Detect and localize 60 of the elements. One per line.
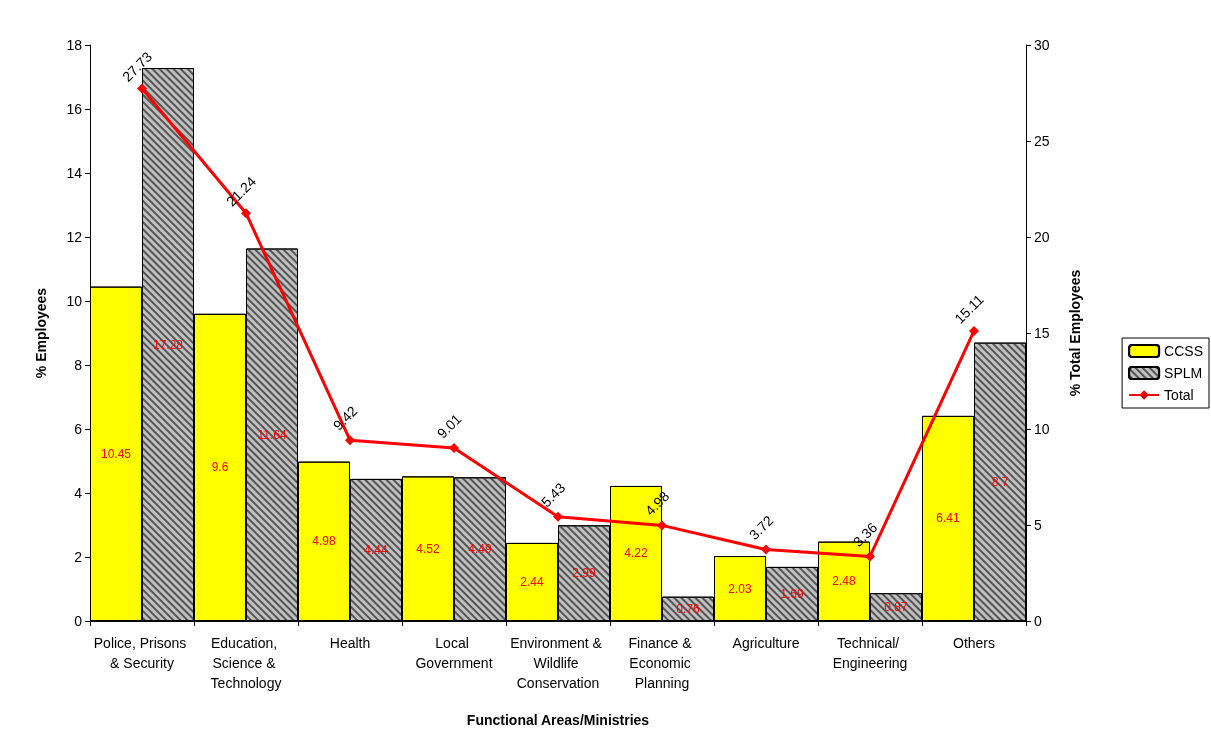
- point: [865, 551, 875, 562]
- legend-label: CCSS: [1164, 343, 1204, 359]
- x-tick-label: Others: [952, 635, 996, 651]
- y-tick-label: 10: [66, 293, 83, 309]
- data-label: 2.03: [728, 581, 752, 596]
- data-label: 1.69: [780, 586, 804, 601]
- x-tick-label: Education, Science & Technology: [210, 635, 282, 691]
- data-label: 9.01: [433, 410, 465, 442]
- point: [553, 511, 563, 522]
- x-tick-label: Environment & Wildlife Conservation: [510, 635, 606, 691]
- x-tick-label: Police, Prisons & Security: [93, 635, 191, 671]
- y-tick-label: 16: [66, 101, 83, 117]
- point: [657, 520, 667, 531]
- x-tick-label: Health: [329, 635, 371, 651]
- data-label: 17.28: [152, 337, 184, 352]
- x-tick-label: Finance & Economic Planning: [628, 635, 696, 691]
- y2-tick-label: 10: [1034, 421, 1050, 437]
- y-axis-title: % Employees: [33, 287, 49, 379]
- data-label: 11.64: [257, 427, 287, 442]
- y-tick-label: 2: [74, 549, 83, 565]
- x-tick-label: Local Government: [415, 635, 493, 671]
- data-label: 10.45: [100, 446, 132, 461]
- point: [241, 208, 251, 219]
- data-label: 2.99: [572, 566, 596, 581]
- x-tick-label: Agriculture: [732, 635, 800, 651]
- y-tick-label: 8: [74, 357, 83, 373]
- legend-label: SPLM: [1164, 365, 1203, 381]
- y2-tick-label: 5: [1034, 517, 1042, 533]
- data-label: 4.22: [624, 546, 648, 561]
- y2-tick-label: 30: [1034, 37, 1050, 53]
- data-label: 6.41: [936, 511, 960, 526]
- data-label: 4.44: [364, 542, 388, 557]
- point: [137, 83, 147, 94]
- data-label: 9.6: [211, 460, 229, 475]
- y-tick-label: 0: [74, 613, 83, 629]
- x-axis-title: Functional Areas/Ministries: [466, 712, 650, 728]
- data-label: 0.76: [676, 601, 700, 616]
- y2-axis-title: % Total Employees: [1067, 269, 1083, 397]
- data-label: 4.98: [312, 534, 336, 549]
- data-label: 8.7: [991, 474, 1009, 489]
- y2-tick-label: 0: [1034, 613, 1042, 629]
- y2-tick-label: 15: [1034, 325, 1050, 341]
- point: [969, 325, 979, 336]
- point: [345, 435, 355, 446]
- y-tick-label: 4: [74, 485, 83, 501]
- y-tick-label: 18: [66, 37, 83, 53]
- x-tick-label: Technical/ Engineering: [832, 635, 908, 671]
- data-label: 2.44: [520, 574, 544, 589]
- y2-tick-label: 25: [1034, 133, 1050, 149]
- y2-tick-label: 20: [1034, 229, 1050, 245]
- legend-label: Total: [1164, 387, 1194, 403]
- y-tick-label: 14: [66, 165, 83, 181]
- point: [761, 544, 771, 555]
- y-tick-label: 12: [66, 229, 83, 245]
- data-label: 0.87: [884, 600, 908, 615]
- data-label: 4.52: [416, 541, 440, 556]
- y-tick-label: 6: [74, 421, 83, 437]
- point: [449, 443, 459, 454]
- data-label: 2.48: [832, 574, 856, 589]
- data-label: 4.49: [468, 542, 492, 557]
